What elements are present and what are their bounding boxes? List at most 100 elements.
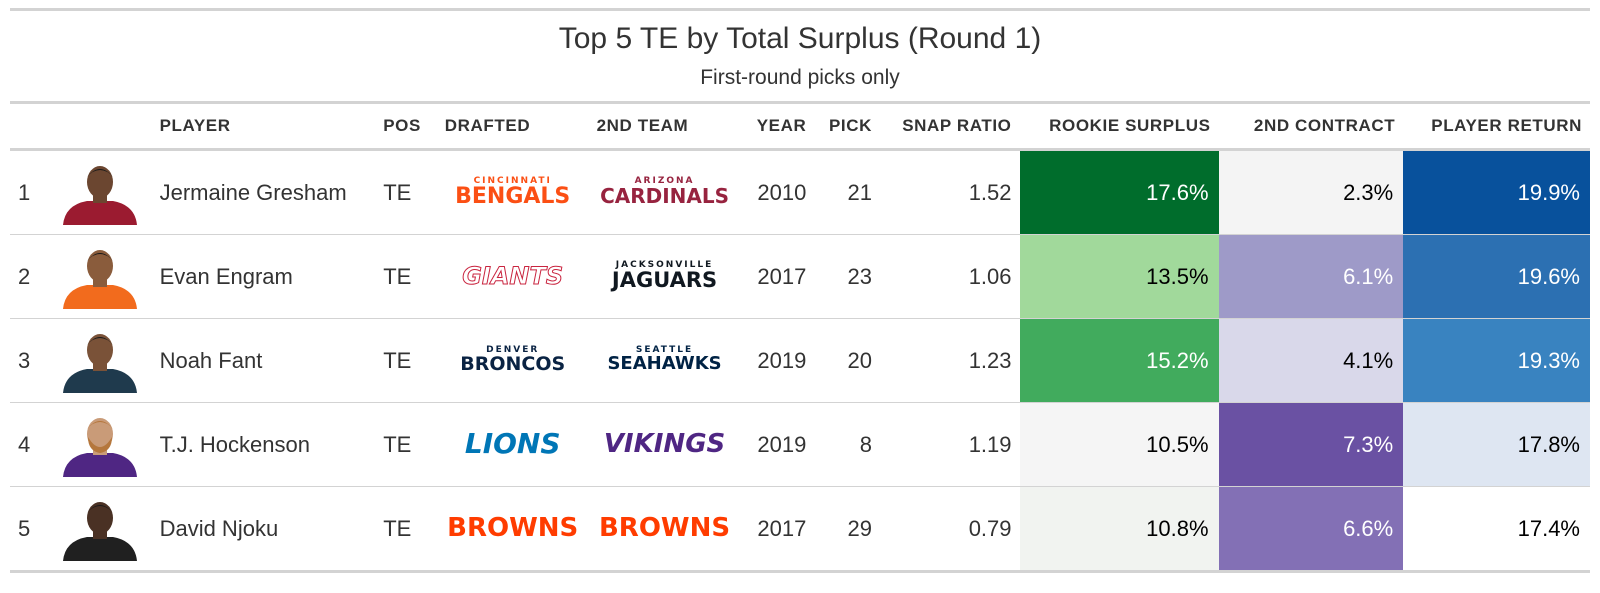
second-contract-cell: 7.3%	[1218, 402, 1404, 487]
headshot-cell	[48, 149, 152, 235]
bengals-logo: CINCINNATI BENGALS	[455, 175, 571, 209]
logo-small-text: JACKSONVILLE	[615, 259, 714, 270]
snap-ratio-cell: 1.19	[879, 402, 1020, 487]
player-headshot	[63, 249, 138, 309]
pos-cell: TE	[375, 234, 437, 319]
logo-small-text: DENVER	[486, 344, 540, 355]
browns-logo: BROWNS	[599, 515, 730, 541]
player-headshot	[63, 417, 138, 477]
header-row: PLAYER POS DRAFTED 2ND TEAM YEAR PICK SN…	[10, 101, 1590, 151]
second-team-cell: JACKSONVILLE JAGUARS	[588, 234, 741, 319]
header-2nd-team: 2ND TEAM	[588, 101, 741, 151]
pos-cell: TE	[375, 149, 437, 235]
pos-cell: TE	[375, 402, 437, 487]
second-team-cell: VIKINGS	[588, 402, 741, 487]
broncos-logo: DENVER BRONCOS	[460, 344, 565, 374]
table-title: Top 5 TE by Total Surplus (Round 1)	[558, 22, 1042, 55]
header-rank	[10, 101, 49, 151]
year-cell: 2017	[740, 486, 815, 573]
giants-logo: GIANTS	[462, 261, 564, 290]
table-row: 3 Noah Fant TE DENVER BRONCOS SEATTLE SEAHAWKS…	[10, 318, 1590, 403]
drafted-cell: DENVER BRONCOS	[436, 318, 589, 403]
logo-small-text: SEATTLE	[635, 345, 694, 355]
header-pick: PICK	[814, 101, 880, 151]
snap-ratio-cell: 1.52	[879, 149, 1020, 235]
table-subtitle: First-round picks only	[700, 66, 900, 89]
jaguars-logo: JACKSONVILLE JAGUARS	[611, 259, 718, 292]
header-year: YEAR	[740, 101, 815, 151]
pick-cell: 23	[814, 234, 880, 319]
pos-cell: TE	[375, 486, 437, 573]
headshot-cell	[48, 318, 152, 403]
snap-ratio-cell: 1.06	[879, 234, 1020, 319]
table-figure: Top 5 TE by Total Surplus (Round 1) Firs…	[10, 8, 1590, 573]
second-team-cell: ARIZONA CARDINALS	[588, 149, 741, 235]
logo-wordmark: BENGALS	[455, 183, 571, 209]
logo-wordmark: BROWNS	[447, 513, 579, 543]
header-pos: POS	[375, 101, 437, 151]
pick-cell: 29	[814, 486, 880, 573]
player-headshot	[63, 333, 138, 393]
player-return-cell: 19.3%	[1403, 318, 1590, 403]
logo-small-text: ARIZONA	[634, 175, 695, 186]
player-return-cell: 17.8%	[1403, 402, 1590, 487]
logo-small-text: CINCINNATI	[473, 175, 552, 186]
player-return-cell: 19.9%	[1403, 149, 1590, 235]
rookie-surplus-cell: 10.8%	[1019, 486, 1219, 573]
surplus-table: PLAYER POS DRAFTED 2ND TEAM YEAR PICK SN…	[10, 101, 1590, 573]
logo-wordmark: SEAHAWKS	[607, 353, 722, 374]
header-rookie-surplus: ROOKIE SURPLUS	[1019, 101, 1219, 151]
pick-cell: 21	[814, 149, 880, 235]
player-cell: Noah Fant	[151, 318, 376, 403]
player-cell: T.J. Hockenson	[151, 402, 376, 487]
logo-wordmark: LIONS	[464, 427, 561, 460]
header-snap-ratio: SNAP RATIO	[879, 101, 1020, 151]
table-row: 5 David Njoku TE BROWNS BROWNS 2017 29 0.79 10.8…	[10, 486, 1590, 573]
year-cell: 2010	[740, 149, 815, 235]
player-cell: David Njoku	[151, 486, 376, 573]
year-cell: 2017	[740, 234, 815, 319]
second-team-cell: BROWNS	[588, 486, 741, 573]
logo-wordmark: JAGUARS	[611, 267, 718, 292]
headshot-cell	[48, 402, 152, 487]
pick-cell: 20	[814, 318, 880, 403]
year-cell: 2019	[740, 318, 815, 403]
player-cell: Jermaine Gresham	[151, 149, 376, 235]
drafted-cell: BROWNS	[436, 486, 589, 573]
drafted-cell: CINCINNATI BENGALS	[436, 149, 589, 235]
top-rule	[10, 8, 1590, 11]
rank-cell: 1	[10, 149, 49, 235]
rank-cell: 4	[10, 402, 49, 487]
header-2nd-contract: 2ND CONTRACT	[1218, 101, 1404, 151]
year-cell: 2019	[740, 402, 815, 487]
browns-logo: BROWNS	[447, 515, 578, 541]
cardinals-logo: ARIZONA CARDINALS	[600, 175, 729, 206]
logo-wordmark: VIKINGS	[603, 429, 726, 459]
rookie-surplus-cell: 10.5%	[1019, 402, 1219, 487]
rank-cell: 5	[10, 486, 49, 573]
second-contract-cell: 2.3%	[1218, 149, 1404, 235]
second-contract-cell: 6.1%	[1218, 234, 1404, 319]
rank-cell: 2	[10, 234, 49, 319]
logo-wordmark: BROWNS	[598, 513, 731, 543]
table-row: 2 Evan Engram TE GIANTS JACKSONVILLE JAGUARS 2…	[10, 234, 1590, 319]
rookie-surplus-cell: 13.5%	[1019, 234, 1219, 319]
second-team-cell: SEATTLE SEAHAWKS	[588, 318, 741, 403]
headshot-cell	[48, 486, 152, 573]
rookie-surplus-cell: 15.2%	[1019, 318, 1219, 403]
player-headshot	[63, 165, 138, 225]
second-contract-cell: 4.1%	[1218, 318, 1404, 403]
pos-cell: TE	[375, 318, 437, 403]
table-row: 1 Jermaine Gresham TE CINCINNATI BENGALS ARIZ…	[10, 149, 1590, 235]
logo-wordmark: GIANTS	[462, 261, 564, 290]
snap-ratio-cell: 1.23	[879, 318, 1020, 403]
header-drafted: DRAFTED	[436, 101, 589, 151]
player-return-cell: 19.6%	[1403, 234, 1590, 319]
lions-logo: LIONS	[465, 430, 561, 458]
headshot-cell	[48, 234, 152, 319]
vikings-logo: VIKINGS	[604, 431, 725, 457]
second-contract-cell: 6.6%	[1218, 486, 1404, 573]
drafted-cell: GIANTS	[436, 234, 589, 319]
rookie-surplus-cell: 17.6%	[1019, 149, 1219, 235]
seahawks-logo: SEATTLE SEAHAWKS	[607, 346, 721, 373]
